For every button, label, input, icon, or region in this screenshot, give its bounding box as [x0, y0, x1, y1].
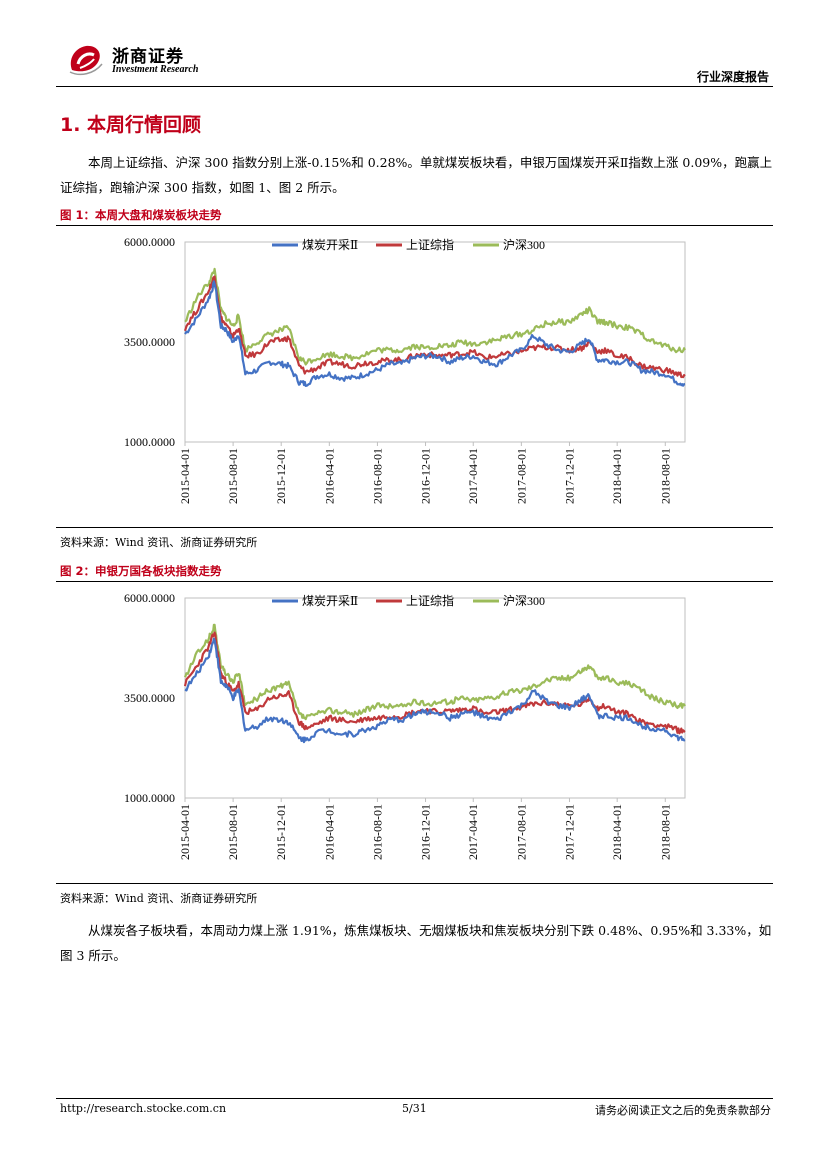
legend-label: 沪深300	[503, 238, 545, 252]
y-tick-label: 6000.0000	[124, 591, 175, 605]
y-tick-label: 6000.0000	[124, 235, 175, 249]
section-heading: 1. 本周行情回顾	[60, 114, 202, 136]
page-number: 5/31	[402, 1102, 427, 1115]
x-tick-label: 2016-04-01	[322, 804, 336, 860]
subsector-paragraph: 从煤炭各子板块看，本周动力煤上涨 1.91%，炼焦煤板块、无烟煤板块和焦炭板块分…	[60, 923, 772, 963]
x-tick-label: 2018-04-01	[610, 448, 624, 504]
x-tick-label: 2017-08-01	[514, 448, 528, 504]
y-tick-label: 1000.0000	[124, 791, 175, 805]
figure-1-bottom-rule	[56, 527, 773, 528]
header-divider	[56, 86, 773, 87]
figure-2-source: 资料来源：Wind 资讯、浙商证券研究所	[60, 892, 258, 905]
y-tick-label: 1000.0000	[124, 435, 175, 449]
x-tick-label: 2015-04-01	[178, 804, 192, 860]
company-logo-icon	[69, 45, 103, 76]
plot-frame	[184, 241, 686, 443]
y-tick-label: 3500.0000	[124, 335, 175, 349]
x-tick-label: 2017-12-01	[562, 804, 576, 860]
figure-2-bottom-rule	[56, 883, 773, 884]
figure-1-top-rule	[56, 225, 773, 226]
y-tick-label: 3500.0000	[124, 691, 175, 705]
plot-frame	[184, 597, 686, 799]
disclaimer-note: 请务必阅读正文之后的免责条款部分	[595, 1104, 771, 1117]
series-line	[184, 267, 686, 366]
footer-divider	[56, 1098, 773, 1099]
logo-chinese-text: 浙商证券	[112, 47, 184, 67]
figure-1-title: 图 1：本周大盘和煤炭板块走势	[60, 208, 222, 222]
x-tick-label: 2015-12-01	[274, 448, 288, 504]
logo-english-text: Investment Research	[112, 64, 199, 75]
series-line	[183, 623, 686, 721]
x-tick-label: 2016-12-01	[419, 448, 433, 504]
figure-1-source: 资料来源：Wind 资讯、浙商证券研究所	[60, 536, 258, 549]
footer-url-link[interactable]: http://research.stocke.com.cn	[60, 1102, 227, 1115]
legend-label: 上证综指	[406, 237, 454, 252]
x-tick-label: 2015-04-01	[178, 448, 192, 504]
series-line	[184, 637, 686, 744]
series-line	[184, 280, 686, 387]
figure-2-title: 图 2：申银万国各板块指数走势	[60, 564, 222, 578]
x-tick-label: 2017-04-01	[466, 448, 480, 504]
x-tick-label: 2018-08-01	[658, 448, 672, 504]
document-type-label: 行业深度报告	[696, 70, 769, 84]
figure-2-top-rule	[56, 581, 773, 582]
legend-label: 沪深300	[503, 594, 545, 608]
x-tick-label: 2015-12-01	[274, 804, 288, 860]
x-tick-label: 2017-08-01	[514, 804, 528, 860]
legend-label: 煤炭开采Ⅱ	[302, 594, 358, 608]
x-tick-label: 2016-04-01	[322, 448, 336, 504]
x-tick-label: 2015-08-01	[226, 804, 240, 860]
legend-label: 煤炭开采Ⅱ	[302, 238, 358, 252]
x-tick-label: 2016-08-01	[370, 804, 384, 860]
x-tick-label: 2018-04-01	[610, 804, 624, 860]
x-tick-label: 2015-08-01	[226, 448, 240, 504]
x-tick-label: 2017-04-01	[466, 804, 480, 860]
x-tick-label: 2017-12-01	[562, 448, 576, 504]
x-tick-label: 2016-12-01	[419, 804, 433, 860]
x-tick-label: 2018-08-01	[658, 804, 672, 860]
legend-label: 上证综指	[406, 593, 454, 608]
intro-paragraph: 本周上证综指、沪深 300 指数分别上涨-0.15%和 0.28%。单就煤炭板块…	[60, 155, 773, 195]
x-tick-label: 2016-08-01	[370, 448, 384, 504]
